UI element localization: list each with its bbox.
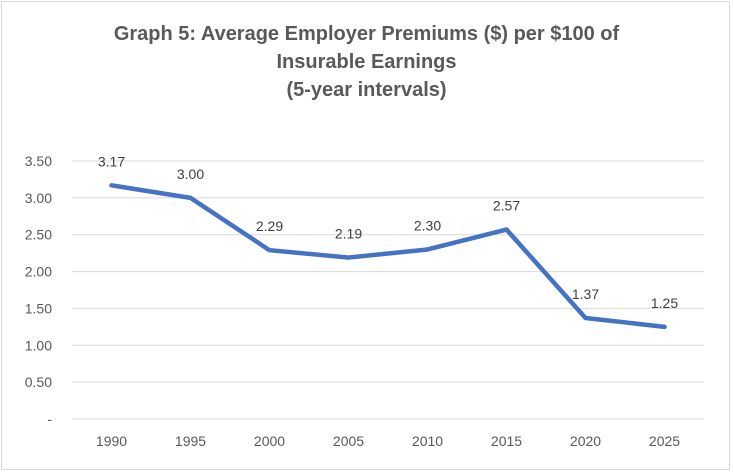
y-tick-label: 2.00 — [25, 264, 52, 280]
data-label: 2.57 — [493, 198, 520, 214]
x-tick-label: 1995 — [175, 433, 206, 449]
data-label: 3.17 — [98, 153, 125, 169]
chart-title: Graph 5: Average Employer Premiums ($) p… — [0, 20, 733, 104]
data-point — [267, 248, 272, 253]
x-tick-label: 1990 — [96, 433, 127, 449]
chart-title-line-3: (5-year intervals) — [286, 79, 447, 101]
data-label: 1.25 — [651, 295, 678, 311]
y-tick-label: 3.00 — [25, 190, 52, 206]
y-tick-label: 1.50 — [25, 300, 52, 316]
x-tick-label: 2025 — [649, 433, 680, 449]
data-point — [188, 195, 193, 200]
y-axis-ticks: - 0.50 1.00 1.50 2.00 2.50 3.00 3.50 — [25, 153, 53, 427]
series-group — [109, 183, 667, 330]
data-label: 2.19 — [335, 226, 362, 242]
gridlines — [72, 160, 704, 420]
data-point — [662, 324, 667, 329]
data-point — [504, 227, 509, 232]
chart-title-line-1: Graph 5: Average Employer Premiums ($) p… — [113, 23, 620, 45]
y-tick-label: 0.50 — [25, 374, 52, 390]
y-tick-label: 1.00 — [25, 337, 52, 353]
data-label: 3.00 — [177, 166, 204, 182]
x-axis-ticks: 1990 1995 2000 2005 2010 2015 2020 2025 — [96, 433, 680, 449]
data-label: 2.30 — [414, 217, 441, 233]
y-tick-label: - — [47, 411, 52, 427]
data-point — [346, 255, 351, 260]
x-tick-label: 2005 — [333, 433, 364, 449]
series-line — [109, 183, 667, 330]
data-point — [109, 183, 114, 188]
data-labels: 3.17 3.00 2.29 2.19 2.30 2.57 1.37 1.25 — [98, 153, 678, 311]
data-point — [425, 247, 430, 252]
x-tick-label: 2000 — [254, 433, 285, 449]
data-point — [583, 316, 588, 321]
x-tick-label: 2010 — [412, 433, 443, 449]
x-tick-label: 2020 — [570, 433, 601, 449]
y-tick-label: 2.50 — [25, 227, 52, 243]
data-label: 2.29 — [256, 218, 283, 234]
y-tick-label: 3.50 — [25, 153, 52, 169]
data-label: 1.37 — [572, 286, 599, 302]
x-tick-label: 2015 — [491, 433, 522, 449]
chart-title-line-2: Insurable Earnings — [276, 51, 457, 73]
